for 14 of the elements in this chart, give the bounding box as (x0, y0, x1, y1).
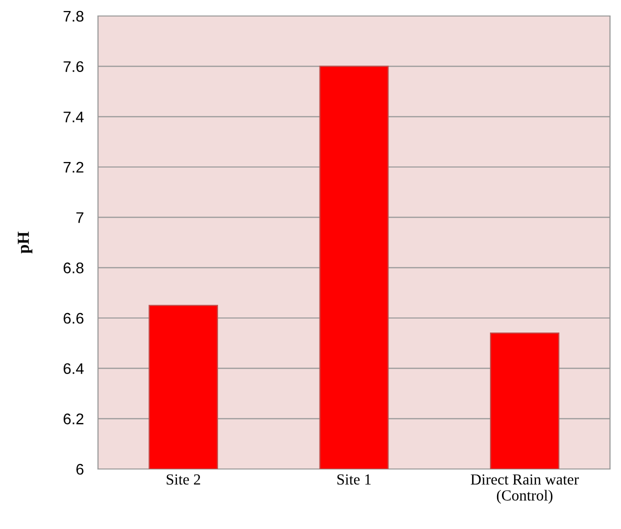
y-tick-label: 7.2 (64, 162, 84, 173)
y-tick-label: 7.8 (64, 10, 84, 22)
y-tick-label: 6.8 (64, 262, 84, 274)
y-tick-label: 6.4 (64, 363, 84, 374)
y-tick-label: 6.6 (64, 312, 84, 324)
y-tick-label: 6.2 (64, 414, 84, 424)
x-tick-label: Site 1 (337, 474, 371, 485)
x-tick-label: Direct Rain water (Control) (470, 474, 579, 504)
y-tick-label: 7 (76, 212, 84, 223)
x-tick-label: Site 2 (166, 474, 200, 485)
y-tick-label: 7.4 (64, 112, 84, 122)
y-tick-label: 7.6 (64, 61, 84, 72)
y-tick-label: 6 (76, 464, 84, 475)
y-axis-title: pH (18, 232, 32, 254)
